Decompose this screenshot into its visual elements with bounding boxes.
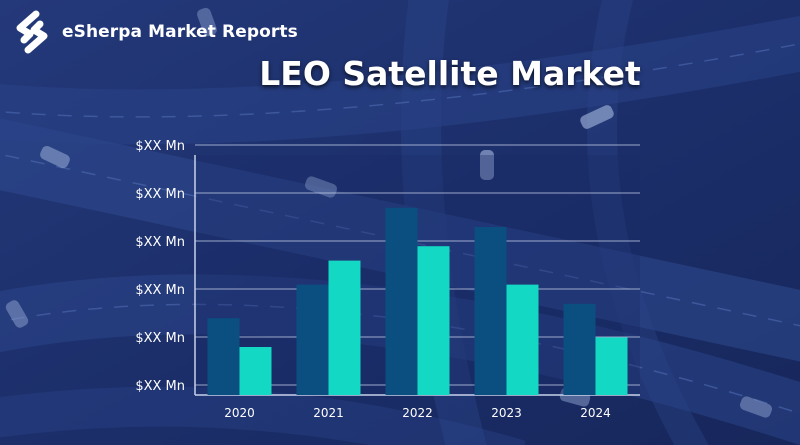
- x-tick-label: 2023: [491, 406, 522, 420]
- chart-title: LEO Satellite Market: [259, 54, 641, 93]
- y-tick-label: $XX Mn: [135, 139, 185, 154]
- y-tick-label: $XX Mn: [135, 235, 185, 250]
- y-tick-label: $XX Mn: [135, 331, 185, 346]
- bar-2021-series-2: [328, 260, 361, 395]
- x-tick-label: 2020: [224, 406, 255, 420]
- y-tick-label: $XX Mn: [135, 379, 185, 394]
- x-tick-label: 2024: [580, 406, 611, 420]
- brand-header: eSherpa Market Reports: [10, 10, 298, 54]
- bar-2024-series-2: [595, 337, 628, 395]
- y-tick-label: $XX Mn: [135, 283, 185, 298]
- brand-name: eSherpa Market Reports: [62, 22, 298, 42]
- bar-2021-series-1: [296, 284, 329, 395]
- bar-2020-series-2: [239, 347, 272, 395]
- bar-2023-series-1: [474, 227, 507, 395]
- bar-2023-series-2: [506, 284, 539, 395]
- x-tick-label: 2021: [313, 406, 344, 420]
- x-tick-label: 2022: [402, 406, 433, 420]
- bar-2024-series-1: [563, 303, 596, 395]
- bar-2022-series-1: [385, 207, 418, 395]
- esherpa-logo-icon: [16, 10, 48, 54]
- bar-2022-series-2: [417, 246, 450, 395]
- bar-2020-series-1: [207, 318, 240, 395]
- y-tick-label: $XX Mn: [135, 187, 185, 202]
